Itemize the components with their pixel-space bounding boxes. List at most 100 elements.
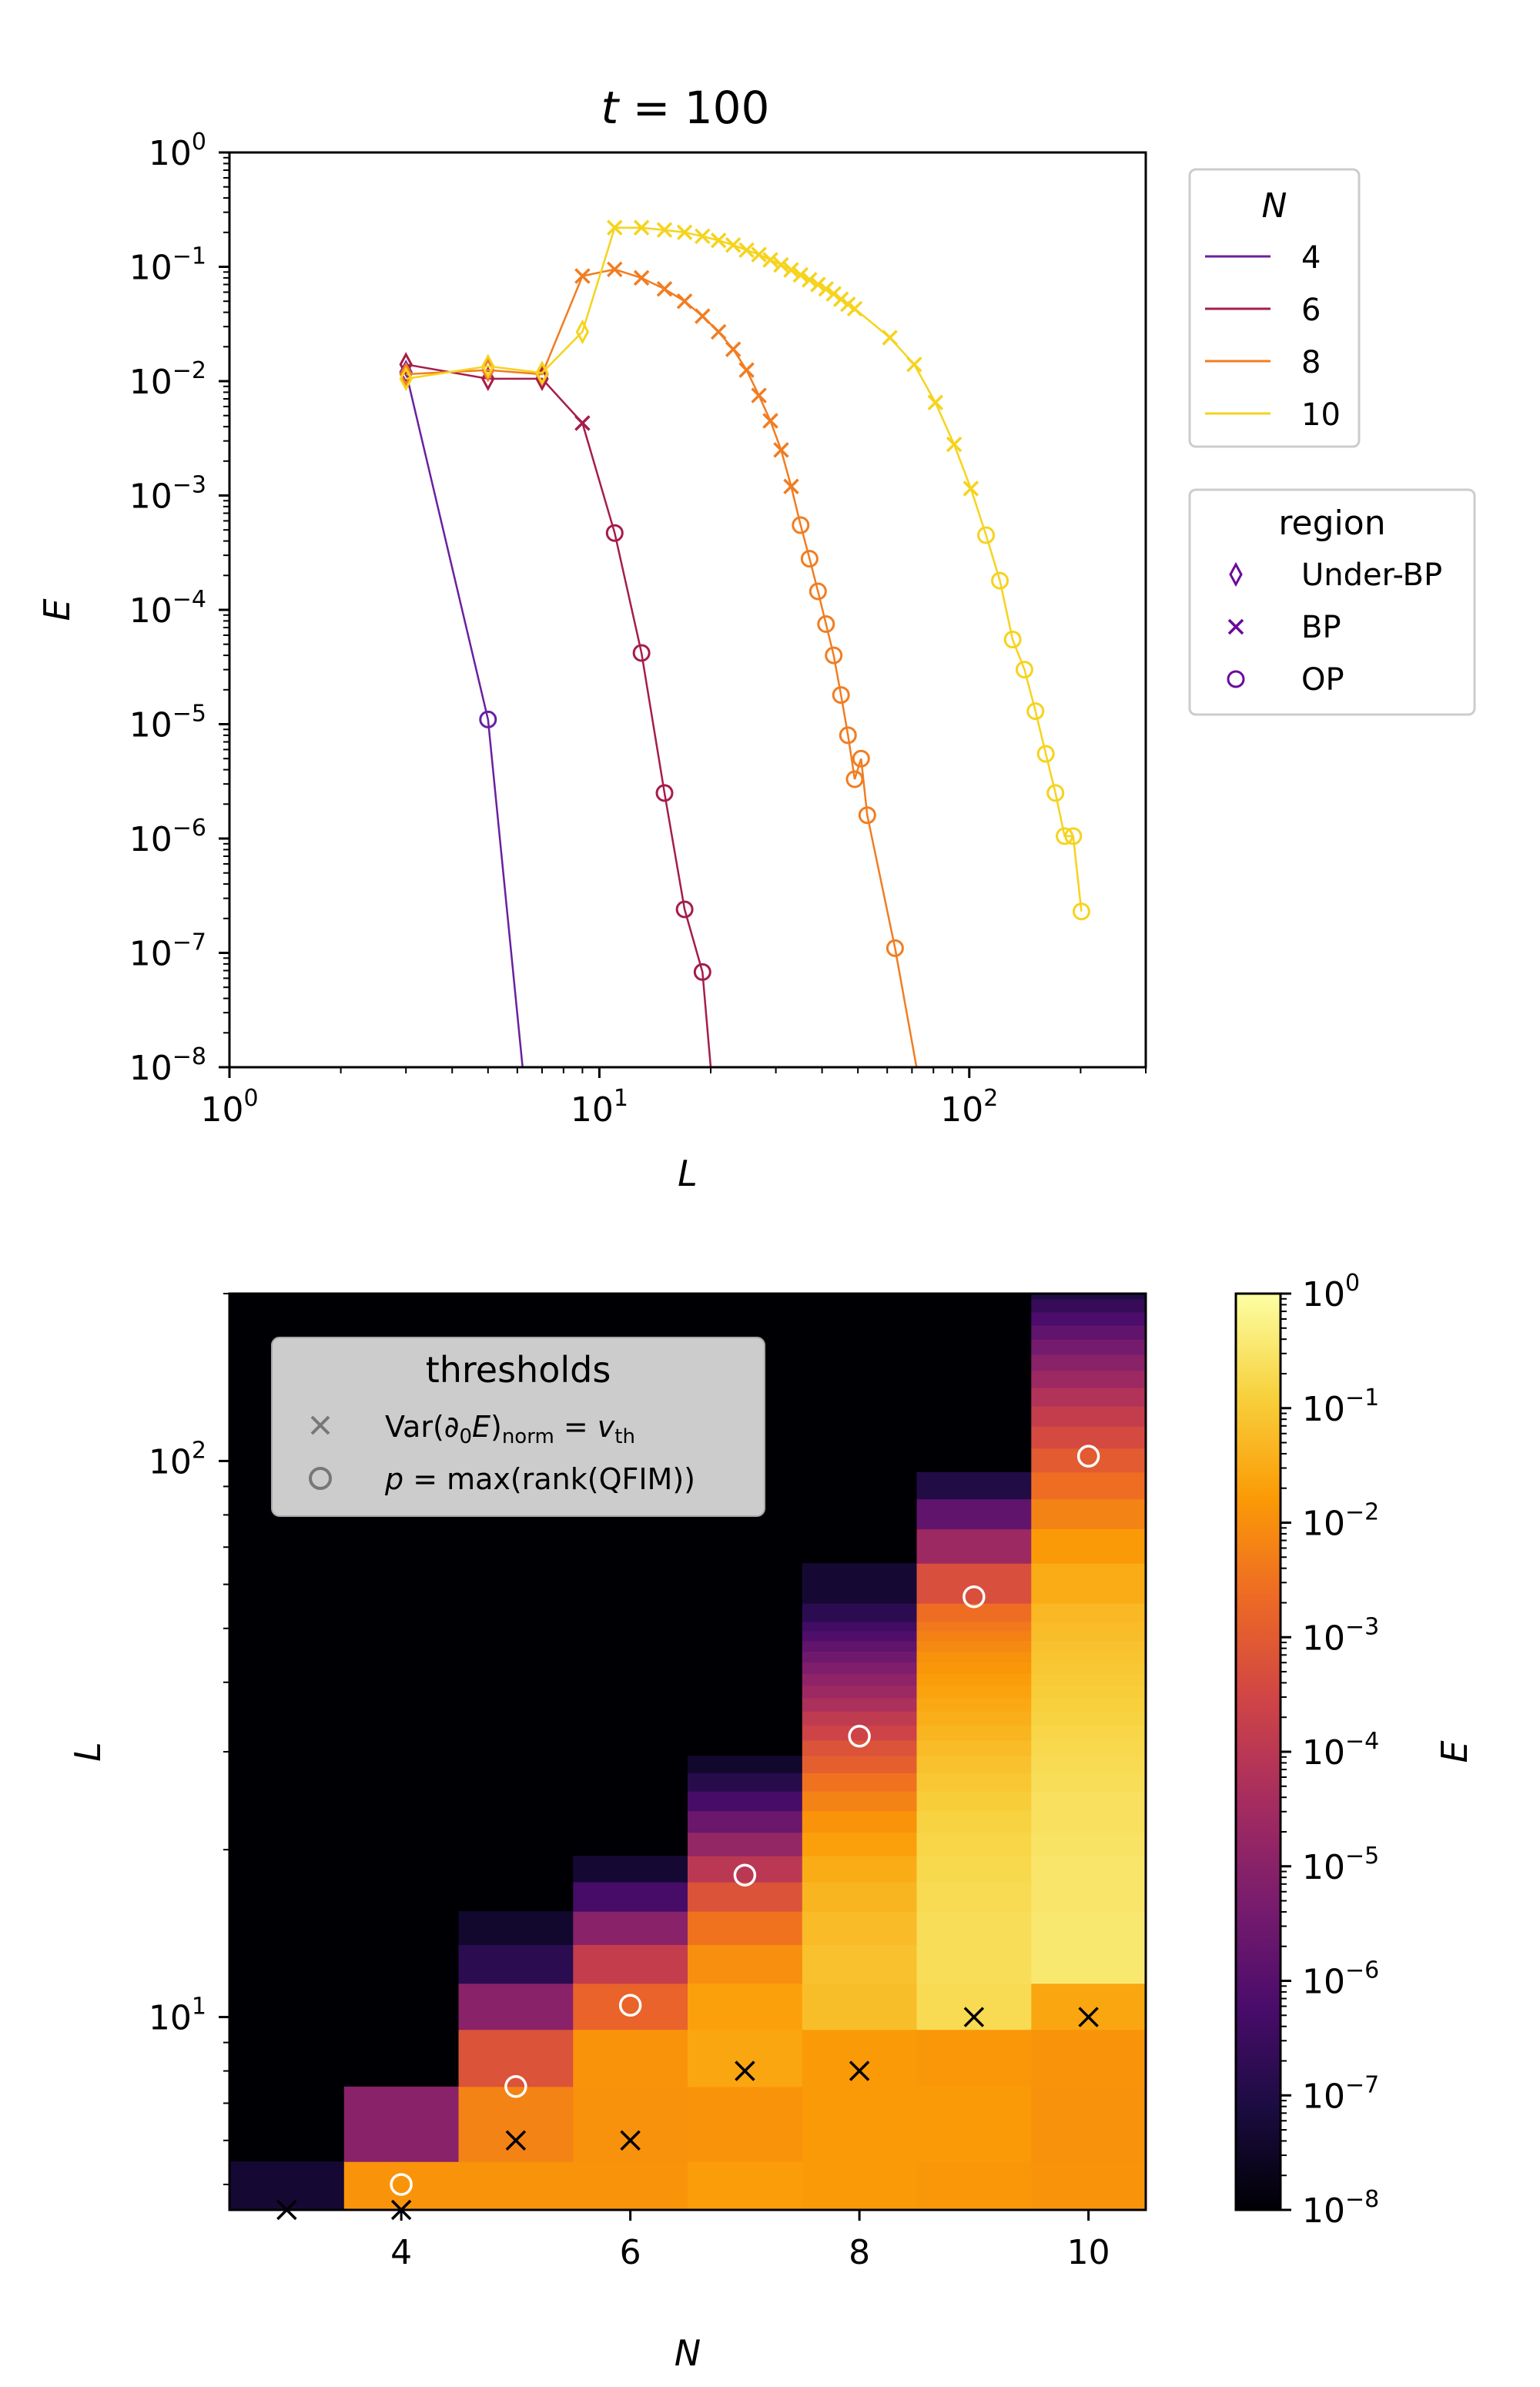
point-N10-circle-marker — [1056, 827, 1074, 845]
point-N10-x-marker — [607, 219, 623, 236]
point-N10-x-marker-stroke — [927, 394, 944, 411]
heatmap-cell-N10 — [1031, 1498, 1147, 1530]
point-N6-circle-marker — [655, 784, 674, 802]
y-tick-label: 100 — [149, 129, 206, 173]
y-tick-label-exponent: −4 — [172, 586, 206, 613]
heatmap-cell-N8 — [802, 1603, 918, 1622]
y-tick-label-exponent: −8 — [172, 1043, 206, 1070]
heatmap-cell-N6 — [573, 1944, 688, 1984]
heatmap-cell-N10 — [1031, 1563, 1147, 1604]
heatmap-cell-N7 — [688, 1791, 803, 1812]
legend-n-label-8: 8 — [1301, 345, 1321, 380]
heatmap-cell-N8 — [802, 1791, 918, 1812]
colorbar-tick-label-base: 10 — [1302, 2191, 1345, 2231]
y-tick-label-base: 10 — [129, 477, 172, 517]
heatmap-cell-N9 — [916, 1563, 1032, 1604]
heatmap-cell-N8 — [802, 1832, 918, 1856]
heatmap-cell-N10 — [1031, 2161, 1147, 2211]
y-tick-label-base: 10 — [129, 249, 172, 288]
heatmap-cell-N10 — [1031, 1603, 1147, 1622]
point-N8-x-marker — [574, 268, 591, 284]
heatmap-cell-N10 — [1031, 1299, 1147, 1313]
x-tick-label: 100 — [200, 1085, 258, 1130]
heatmap-cell-N10 — [1031, 1911, 1147, 1945]
heatmap-cell-N8 — [802, 1673, 918, 1686]
heatmap-cell-N10 — [1031, 1388, 1147, 1407]
heatmap-cell-N10 — [1031, 1370, 1147, 1388]
heatmap-cell-N5 — [458, 1911, 574, 1945]
point-N8-circle-marker — [886, 939, 904, 957]
legend-region: region Under-BP BP OP — [1188, 488, 1476, 716]
heatmap-y-tick-label: 102 — [149, 1437, 206, 1481]
point-N10-diamond-marker — [399, 366, 413, 392]
heatmap-cell-N9 — [916, 1756, 1032, 1773]
heatmap-cell-N6 — [573, 2086, 688, 2162]
point-N10-x-marker-stroke — [810, 276, 826, 293]
point-N6-circle-marker — [605, 524, 624, 542]
point-N8-x-marker — [773, 442, 789, 458]
point-N8-circle-marker — [839, 726, 857, 745]
colorbar-tick-label-base: 10 — [1302, 2077, 1345, 2116]
line-chart: t = 100 100 101 102 10010−110−210−310−410−… — [36, 82, 1476, 1194]
point-N8-circle-marker — [817, 615, 835, 634]
heatmap-cell-N10 — [1031, 1756, 1147, 1773]
var-threshold-x-marker-N8 — [849, 2061, 870, 2081]
heatmap-cell-N4 — [343, 2161, 460, 2211]
heatmap-cell-N5 — [458, 2086, 574, 2162]
heatmap-cell-N7 — [688, 1882, 803, 1912]
point-N8-circle-marker — [792, 516, 810, 534]
point-N10-x-marker — [676, 224, 693, 241]
heatmap-x-tick-label: 8 — [849, 2233, 870, 2272]
heatmap-cell-N7 — [688, 1944, 803, 1984]
y-tick-label: 10−1 — [129, 243, 206, 288]
heatmap-cell-N7 — [688, 1983, 803, 2030]
heatmap-cell-N9 — [916, 2086, 1032, 2162]
heatmap-cell-N8 — [802, 1725, 918, 1741]
colorbar — [1234, 1292, 1282, 2211]
point-N8-x-marker-stroke — [751, 387, 767, 403]
point-N10-x-marker-stroke — [906, 357, 922, 373]
heatmap-y-tick-label: 101 — [149, 1994, 206, 2038]
heatmap-cell-N9 — [916, 1528, 1032, 1564]
heatmap-cell-N9 — [916, 1810, 1032, 1833]
heatmap-cell-N8 — [802, 1662, 918, 1674]
line-chart-title: t = 100 — [601, 82, 770, 134]
point-N8-x-marker — [783, 478, 799, 494]
qfim-threshold-circle-marker-N4 — [390, 2173, 413, 2196]
heatmap-cell-N10 — [1031, 1791, 1147, 1812]
heatmap-cell-N10 — [1031, 1406, 1147, 1427]
point-N10-x-marker — [773, 256, 789, 273]
legend-region-marker-circle — [1227, 670, 1245, 688]
heatmap-cell-N10 — [1031, 1673, 1147, 1686]
y-tick-label-exponent: 0 — [192, 129, 206, 156]
point-N6-diamond-marker — [399, 352, 413, 377]
heatmap-cell-N7 — [688, 1773, 803, 1792]
point-N8-circle-marker — [845, 770, 864, 788]
heatmap-cell-N8 — [802, 1810, 918, 1833]
point-N8-x-marker — [751, 387, 767, 403]
point-N10-x-marker-stroke — [832, 291, 849, 307]
heatmap-cell-N8 — [802, 1911, 918, 1945]
heatmap-cell-N10 — [1031, 1528, 1147, 1564]
point-N10-circle-marker — [1026, 702, 1045, 721]
legend-region-label-x: BP — [1301, 610, 1341, 645]
heatmap-cell-N10 — [1031, 1739, 1147, 1756]
point-N10-circle-marker — [1015, 661, 1033, 679]
heatmap-cell-N5 — [458, 2029, 574, 2087]
heatmap-cell-N6 — [573, 1983, 688, 2030]
point-N10-x-marker-stroke — [710, 233, 727, 249]
point-N8-circle-marker — [808, 582, 827, 601]
heatmap-cell-N6 — [573, 1882, 688, 1912]
point-N10-circle-marker — [1072, 902, 1090, 921]
legend-n: N 4 6 8 10 — [1188, 168, 1361, 448]
heatmap-cell-N8 — [802, 1856, 918, 1883]
heatmap-cell-N10 — [1031, 1944, 1147, 1984]
colorbar-tick-label: 100 — [1302, 1270, 1360, 1314]
heatmap-cell-N10 — [1031, 1294, 1147, 1300]
heatmap-cell-N9 — [916, 1944, 1032, 1984]
colorbar-tick-label-base: 10 — [1302, 1275, 1345, 1314]
point-N6-circle-marker — [693, 962, 711, 981]
